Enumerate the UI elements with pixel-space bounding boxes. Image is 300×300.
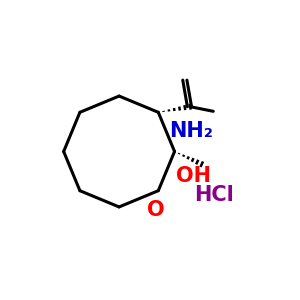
Text: OH: OH <box>176 166 211 186</box>
Text: O: O <box>147 200 165 220</box>
Text: NH₂: NH₂ <box>169 121 213 141</box>
Text: HCl: HCl <box>194 185 234 206</box>
